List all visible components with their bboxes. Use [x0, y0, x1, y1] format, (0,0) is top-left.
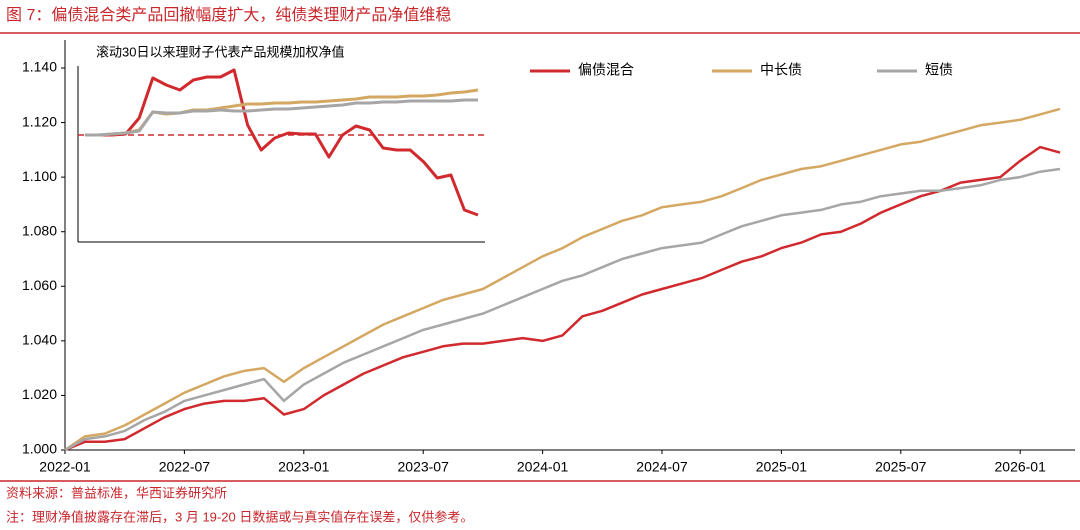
x-tick-label: 2024-07: [636, 459, 688, 475]
y-tick-label: 1.080: [22, 222, 57, 238]
x-tick-label: 2022-07: [159, 459, 211, 475]
y-tick-label: 1.040: [22, 332, 57, 348]
inset-frame: [78, 40, 485, 242]
series-line: [64, 107, 1061, 452]
x-tick-label: 2023-01: [278, 459, 330, 475]
series-line: [85, 68, 479, 217]
x-tick-label: 2022-01: [39, 459, 91, 475]
x-tick-label: 2025-01: [756, 459, 808, 475]
y-tick-label: 1.020: [22, 386, 57, 402]
note: 注：理财净值披露存在滞后，3 月 19-20 日数据或与真实值存在误差，仅供参考…: [6, 509, 473, 524]
x-tick-label: 2024-01: [517, 459, 569, 475]
inset-title: 滚动30日以来理财子代表产品规模加权净值: [96, 44, 344, 59]
legend-label: 短债: [925, 62, 953, 78]
y-tick-label: 1.120: [22, 113, 57, 129]
x-tick-label: 2023-07: [398, 459, 450, 475]
series-line: [85, 98, 478, 137]
y-tick-label: 1.140: [22, 59, 57, 75]
chart-title: 图 7：偏债混合类产品回撤幅度扩大，纯债类理财产品净值维稳: [6, 6, 451, 24]
series-line: [64, 167, 1061, 452]
x-tick-label: 2025-07: [875, 459, 927, 475]
legend-label: 偏债混合: [578, 62, 634, 78]
x-tick-label: 2026-01: [995, 459, 1047, 475]
y-tick-label: 1.060: [22, 277, 57, 293]
y-tick-label: 1.100: [22, 168, 57, 184]
legend-label: 中长债: [760, 62, 802, 78]
y-tick-label: 1.000: [22, 441, 57, 457]
source: 资料来源：普益标准，华西证券研究所: [6, 485, 227, 500]
series-line: [64, 145, 1061, 452]
